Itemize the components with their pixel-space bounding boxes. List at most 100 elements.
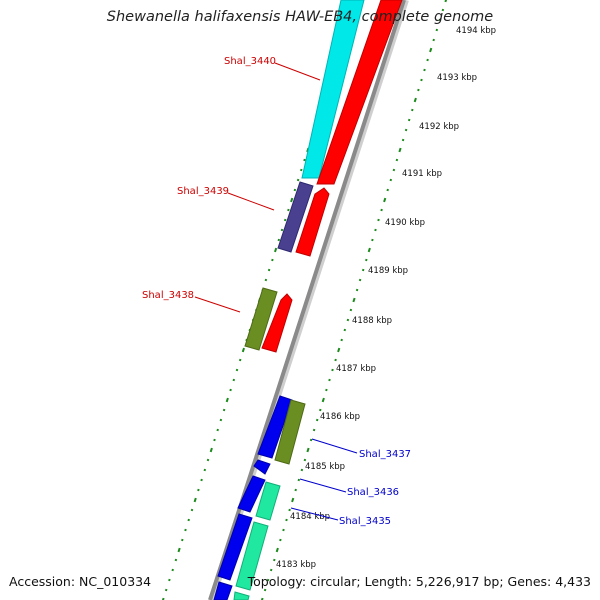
track-tick [225,397,229,403]
track-tick [216,428,219,432]
gene-seagreen-3 [233,591,250,600]
ruler-label: 4194 kbp [456,26,496,36]
track-tick [386,188,389,192]
track-tick [346,318,350,322]
ruler-label: 4192 kbp [419,122,459,132]
track-tick [361,268,365,272]
track-tick [200,478,203,482]
ruler-label: 4183 kbp [276,560,316,570]
track-tick [429,47,433,53]
track-tick [355,288,359,292]
track-tick [334,358,337,362]
track-tick [398,147,402,153]
track-tick [371,238,374,242]
gene-blue-arrow-small [253,459,271,475]
track-tick [297,478,301,482]
track-tick [264,278,268,282]
track-tick [325,388,328,392]
gene-blue-1 [257,395,293,459]
gene-olive-upper [244,287,278,351]
track-tick [280,228,284,232]
track-tick [365,258,368,262]
track-tick [413,97,417,103]
ruler-label: 4188 kbp [352,316,392,326]
topology-text: Topology: circular; Length: 5,226,917 bp… [247,574,591,589]
track-tick [296,178,300,182]
leader-line-shal-3440 [274,62,321,81]
track-tick [235,368,239,372]
track-tick [273,558,276,562]
gene-red-2 [295,187,330,257]
track-tick [328,378,331,382]
track-tick [441,8,445,12]
track-tick [181,538,184,542]
track-tick [241,347,245,353]
track-tick [417,88,420,92]
track-tick [340,338,343,342]
gene-seagreen-1 [255,481,281,521]
track-tick [331,368,334,372]
track-tick [287,208,290,212]
ruler-label: 4189 kbp [368,266,408,276]
track-tick [291,497,295,503]
track-tick [209,447,213,453]
track-tick [306,447,310,453]
ruler-label: 4187 kbp [336,364,376,374]
leader-line-shal-3437 [311,438,358,454]
track-tick [401,138,405,142]
gene-label-shal-3438: Shal_3438 [142,290,194,301]
track-tick [232,378,236,382]
track-tick [293,188,297,192]
track-tick [374,228,377,232]
ruler-label: 4184 kbp [290,512,330,522]
track-tick [352,297,356,303]
track-tick [263,588,267,592]
gene-purple [277,181,314,253]
track-tick [269,568,273,572]
gene-red-long [316,0,403,185]
track-tick [303,458,307,462]
ruler-label: 4193 kbp [437,73,477,83]
accession-text: Accession: NC_010334 [9,574,152,589]
track-tick [168,578,171,582]
track-tick [444,0,448,3]
track-tick [283,218,287,222]
ruler-labels: 4194 kbp 4193 kbp 4192 kbp 4191 kbp 4190… [276,26,496,570]
track-tick [184,528,187,532]
track-tick [274,247,278,253]
track-tick [177,547,181,553]
track-tick [380,208,383,212]
track-tick [238,358,242,362]
track-tick [300,468,304,472]
track-tick [309,438,313,442]
track-tick [349,308,353,312]
track-tick [219,418,223,422]
track-tick [206,458,210,462]
track-tick [435,28,439,32]
track-tick [315,418,319,422]
track-tick [303,158,306,162]
ruler-label: 4185 kbp [305,462,345,472]
track-tick [426,58,429,62]
leader-line-shal-3439 [227,192,275,211]
track-tick [282,528,285,532]
track-tick [420,78,423,82]
track-tick [321,397,325,403]
gene-olive-lower [274,399,306,465]
track-tick [300,168,303,172]
track-tick [383,197,387,203]
track-tick [260,597,264,600]
track-tick [275,547,279,553]
track-tick [411,108,414,112]
track-tick [395,158,399,162]
ruler-label: 4186 kbp [320,412,360,422]
track-tick [197,488,200,492]
track-tick [367,247,371,253]
track-tick [193,497,197,503]
track-tick [288,508,291,512]
track-tick [285,518,288,522]
gene-blue-4 [213,581,233,600]
genome-backbone [208,0,406,600]
track-tick [432,38,435,42]
track-tick [337,347,341,353]
